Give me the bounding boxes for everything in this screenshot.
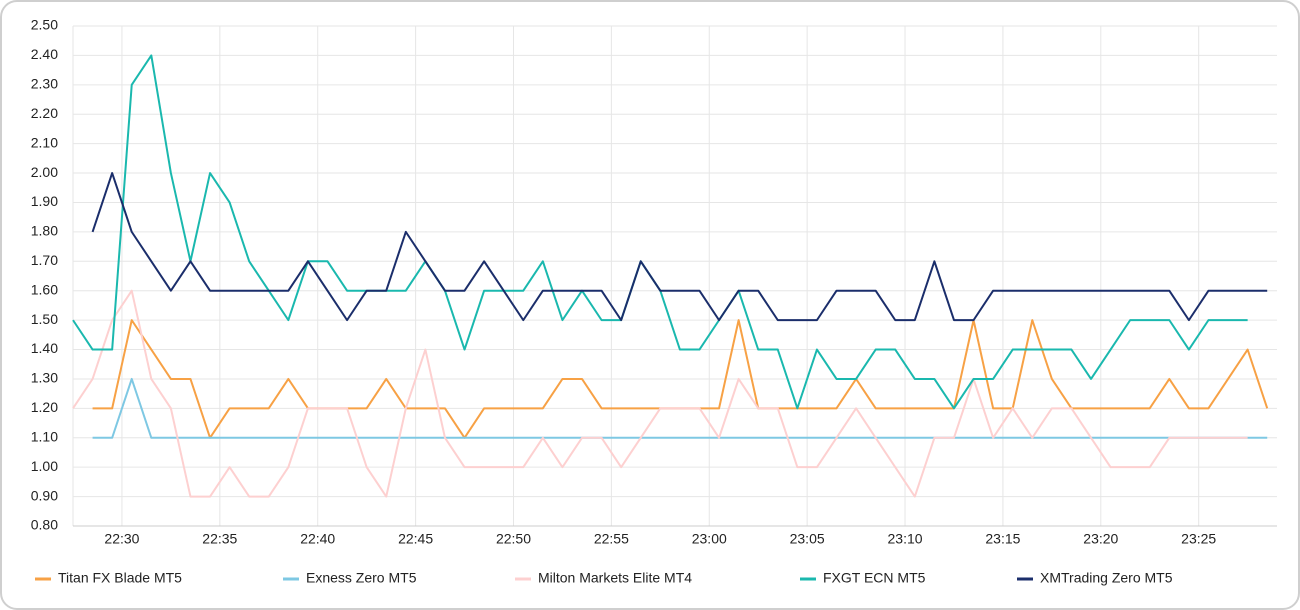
y-tick-label: 1.60 xyxy=(31,281,58,297)
x-tick-label: 22:45 xyxy=(398,531,433,547)
legend-label: FXGT ECN MT5 xyxy=(823,570,926,586)
x-tick-label: 23:00 xyxy=(692,531,727,547)
y-tick-label: 0.90 xyxy=(31,487,58,503)
y-tick-label: 1.70 xyxy=(31,252,58,268)
legend-label: Titan FX Blade MT5 xyxy=(58,570,182,586)
y-tick-label: 1.00 xyxy=(31,458,58,474)
y-tick-label: 2.00 xyxy=(31,164,58,180)
y-tick-label: 2.40 xyxy=(31,46,58,62)
x-tick-label: 22:40 xyxy=(300,531,335,547)
y-tick-label: 1.30 xyxy=(31,370,58,386)
x-tick-label: 22:50 xyxy=(496,531,531,547)
y-tick-label: 0.80 xyxy=(31,517,58,533)
y-tick-label: 1.10 xyxy=(31,428,58,444)
x-tick-label: 22:35 xyxy=(202,531,237,547)
series-line xyxy=(72,289,1248,498)
x-tick-label: 22:55 xyxy=(594,531,629,547)
y-tick-label: 1.90 xyxy=(31,193,58,209)
x-tick-label: 23:15 xyxy=(985,531,1020,547)
y-tick-label: 1.40 xyxy=(31,340,58,356)
series-line xyxy=(92,377,1268,439)
x-tick-label: 22:30 xyxy=(104,531,139,547)
legend-label: XMTrading Zero MT5 xyxy=(1040,570,1173,586)
x-tick-label: 23:05 xyxy=(790,531,825,547)
series-line xyxy=(91,172,1268,322)
y-tick-label: 2.30 xyxy=(31,76,58,92)
x-tick-label: 23:10 xyxy=(888,531,923,547)
y-tick-label: 2.50 xyxy=(31,17,58,33)
x-tick-label: 23:20 xyxy=(1083,531,1118,547)
y-tick-label: 1.50 xyxy=(31,311,58,327)
x-tick-label: 23:25 xyxy=(1181,531,1216,547)
y-tick-label: 2.10 xyxy=(31,134,58,150)
y-tick-label: 1.80 xyxy=(31,223,58,239)
y-tick-label: 1.20 xyxy=(31,399,58,415)
y-tick-label: 2.20 xyxy=(31,105,58,121)
legend-label: Milton Markets Elite MT4 xyxy=(538,570,692,586)
legend-label: Exness Zero MT5 xyxy=(306,570,417,586)
